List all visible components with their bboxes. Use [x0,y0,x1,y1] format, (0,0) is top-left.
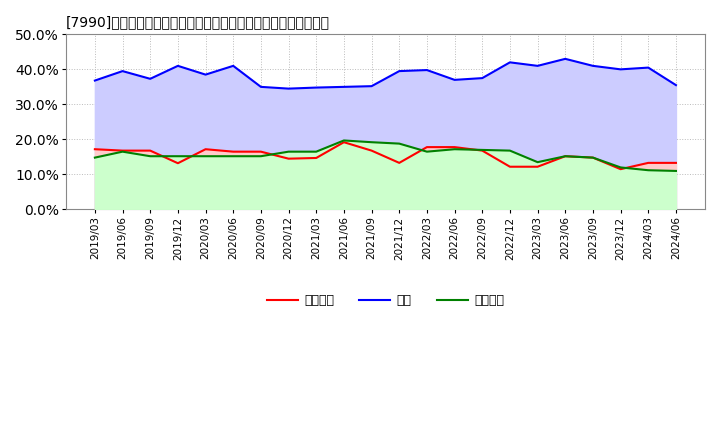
買入債務 [616,165,625,170]
売上債権 [644,160,652,165]
売上債権 [146,148,155,153]
在庫 [118,69,127,74]
在庫 [312,85,320,90]
在庫 [229,63,238,69]
売上債権 [561,154,570,159]
買入債務 [534,160,542,165]
在庫 [672,82,680,88]
買入債務 [423,149,431,154]
買入債務 [118,149,127,154]
在庫 [423,67,431,73]
買入債務 [146,154,155,159]
買入債務 [561,154,570,159]
売上債権 [340,139,348,145]
在庫 [644,65,652,70]
買入債務 [229,154,238,159]
在庫 [174,63,182,69]
買入債務 [256,154,265,159]
売上債権 [478,148,487,153]
Text: [7990]　売上債権、在庫、買入債務の総資産に対する比率の推移: [7990] 売上債権、在庫、買入債務の総資産に対する比率の推移 [66,15,330,29]
買入債務 [672,168,680,173]
売上債権 [423,144,431,150]
買入債務 [340,138,348,143]
買入債務 [505,148,514,153]
買入債務 [644,168,652,173]
在庫 [367,84,376,89]
在庫 [450,77,459,83]
Legend: 売上債権, 在庫, 買入債務: 売上債権, 在庫, 買入債務 [261,289,509,312]
売上債権 [589,155,598,160]
Line: 在庫: 在庫 [95,59,676,88]
売上債権 [672,160,680,165]
買入債務 [312,149,320,154]
在庫 [616,67,625,72]
Line: 買入債務: 買入債務 [95,140,676,171]
売上債権 [256,149,265,154]
在庫 [561,56,570,62]
在庫 [340,84,348,89]
売上債権 [312,155,320,161]
買入債務 [450,147,459,152]
在庫 [505,60,514,65]
買入債務 [395,141,404,146]
買入債務 [201,154,210,159]
売上債権 [534,164,542,169]
買入債務 [284,149,293,154]
売上債権 [201,147,210,152]
在庫 [589,63,598,69]
在庫 [91,78,99,83]
在庫 [395,69,404,74]
買入債務 [589,155,598,160]
売上債権 [395,160,404,165]
売上債権 [174,161,182,166]
Line: 売上債権: 売上債権 [95,142,676,169]
買入債務 [367,139,376,145]
売上債権 [367,148,376,153]
在庫 [284,86,293,91]
売上債権 [118,148,127,153]
在庫 [201,72,210,77]
売上債権 [616,166,625,172]
売上債権 [91,147,99,152]
在庫 [478,76,487,81]
売上債権 [450,144,459,150]
在庫 [256,84,265,89]
売上債権 [229,149,238,154]
買入債務 [91,155,99,160]
買入債務 [174,154,182,159]
在庫 [146,76,155,81]
売上債権 [505,164,514,169]
売上債権 [284,156,293,161]
買入債務 [478,147,487,153]
在庫 [534,63,542,69]
